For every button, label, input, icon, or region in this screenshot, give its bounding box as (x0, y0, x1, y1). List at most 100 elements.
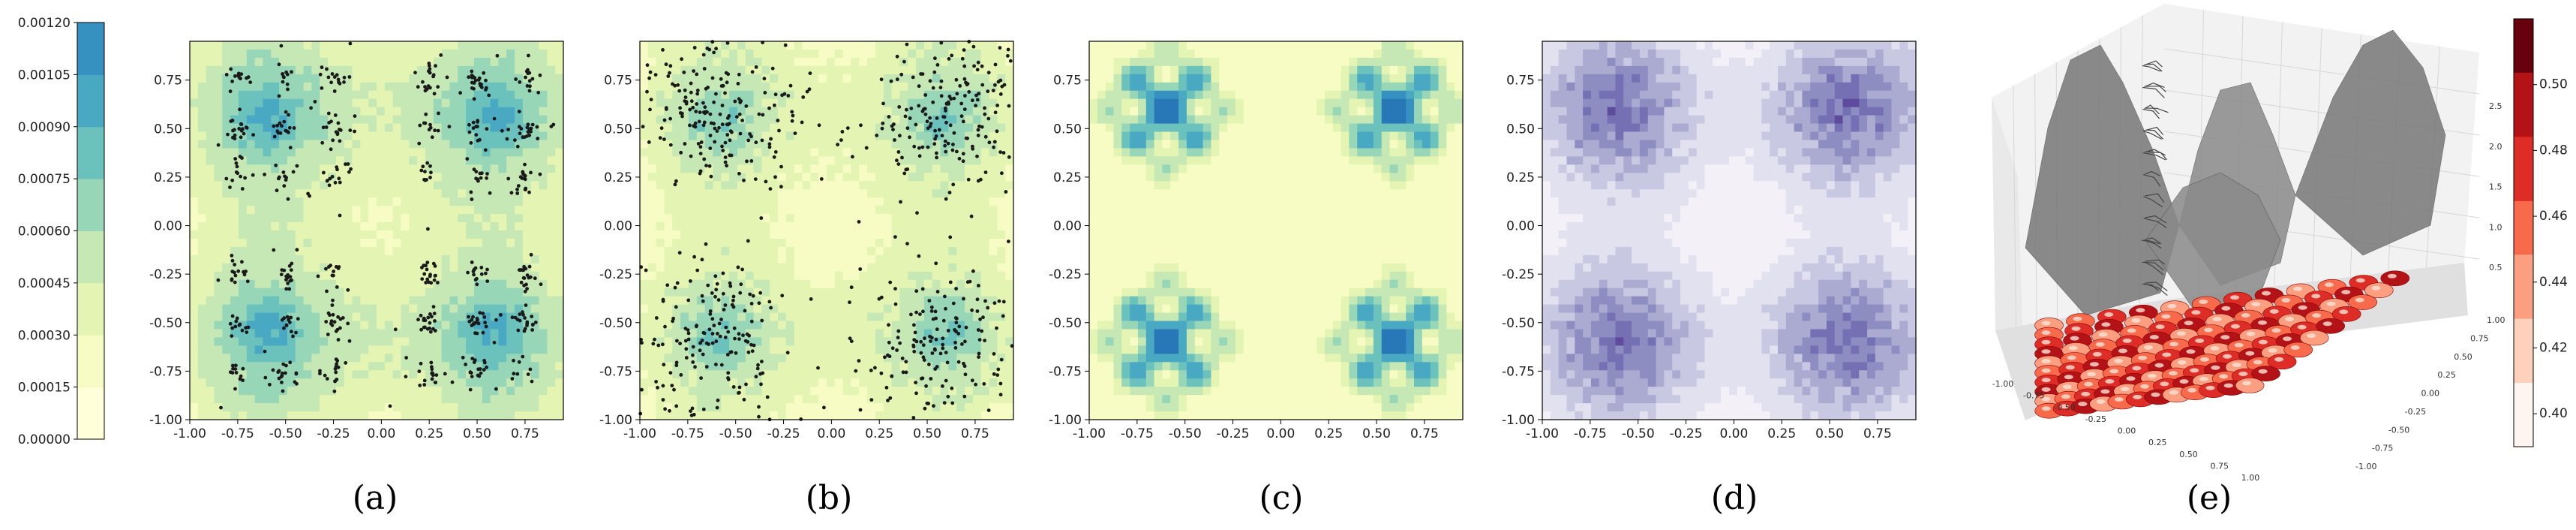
scatter-point (337, 176, 341, 181)
scatter-point (335, 73, 339, 77)
heatmap-cell (1005, 148, 1014, 157)
heatmap-cell (859, 337, 868, 346)
heatmap-cell (794, 263, 803, 273)
scatter-point (322, 170, 326, 175)
heatmap-cell (384, 49, 394, 59)
heatmap-cell (932, 49, 941, 59)
heatmap-cell (785, 362, 795, 371)
scatter-point (428, 274, 432, 279)
heatmap-cell (344, 246, 353, 256)
heatmap-cell (737, 41, 746, 50)
heatmap-cell (425, 107, 434, 116)
heatmap-cell (647, 296, 657, 306)
heatmap-cell (761, 173, 770, 182)
heatmap-cell (940, 57, 949, 67)
heatmap-cell (441, 140, 451, 149)
heatmap-cell (377, 246, 386, 256)
heatmap-cell (842, 90, 852, 100)
heatmap-cell (238, 164, 248, 173)
heatmap-cell (458, 214, 467, 223)
heatmap-cell (891, 362, 901, 371)
heatmap-cell (490, 254, 499, 264)
heatmap-cell (713, 321, 722, 330)
heatmap-cell (522, 254, 532, 264)
heatmap-cell (908, 271, 917, 281)
heatmap-cell (785, 214, 795, 223)
heatmap-cell (785, 230, 795, 239)
heatmap-cell (222, 288, 231, 297)
heatmap-cell (473, 173, 483, 182)
heatmap-cell (842, 345, 852, 354)
heatmap-cell (827, 189, 836, 198)
heatmap-cell (640, 65, 649, 75)
heatmap-cell (238, 411, 248, 420)
heatmap-cell (883, 156, 893, 165)
heatmap-cell (506, 90, 515, 100)
heatmap-cell (555, 57, 564, 67)
heatmap-cell (948, 222, 957, 231)
heatmap-cell (891, 263, 901, 273)
heatmap-cell (522, 329, 532, 339)
heatmap-cell (287, 403, 296, 412)
heatmap-cell (818, 304, 827, 314)
heatmap-cell (530, 378, 540, 387)
heatmap-cell (851, 140, 860, 149)
heatmap-cell (721, 123, 730, 133)
heatmap-cell (254, 82, 264, 92)
heatmap-cell (449, 387, 458, 396)
heatmap-cell (923, 49, 933, 59)
heatmap-cell (530, 246, 540, 256)
heatmap-cell (891, 57, 901, 67)
heatmap-cell (745, 181, 755, 190)
heatmap-cell (778, 189, 787, 198)
heatmap-cell (441, 362, 451, 371)
heatmap-cell (441, 304, 451, 314)
scatter-point (522, 267, 527, 271)
heatmap-cell (539, 131, 548, 141)
heatmap-cell (859, 279, 868, 289)
scatter-point (279, 44, 284, 48)
scatter-point (280, 381, 284, 384)
heatmap-cell (891, 304, 901, 314)
heatmap-cell (956, 74, 965, 83)
scatter-point (516, 184, 521, 188)
heatmap-cell (441, 156, 451, 165)
heatmap-cell (498, 230, 507, 239)
heatmap-cell (778, 98, 787, 108)
heatmap-cell (206, 362, 215, 371)
heatmap-cell (498, 279, 507, 289)
heatmap-cell (449, 321, 458, 330)
heatmap-cell (721, 254, 730, 264)
heatmap-cell (547, 131, 556, 141)
heatmap-cell (246, 403, 256, 412)
scatter-point (469, 141, 473, 145)
heatmap-cell (867, 403, 876, 412)
scatter-point (481, 312, 485, 315)
heatmap-cell (1005, 246, 1014, 256)
heatmap-cell (482, 131, 491, 141)
heatmap-cell (344, 238, 353, 248)
heatmap-cell (980, 206, 990, 215)
heatmap-cell (417, 271, 426, 281)
heatmap-cell (368, 90, 377, 100)
heatmap-cell (197, 90, 207, 100)
heatmap-cell (956, 131, 965, 141)
heatmap-cell (335, 57, 345, 67)
heatmap-cell (271, 321, 280, 330)
heatmap-cell (688, 74, 698, 83)
heatmap-cell (320, 41, 329, 50)
heatmap-cell (539, 57, 548, 67)
heatmap-cell (368, 362, 377, 371)
scatter-point (238, 107, 242, 112)
heatmap-cell (923, 156, 933, 165)
heatmap-cell (530, 189, 540, 198)
heatmap-cell (392, 378, 402, 387)
heatmap-cell (656, 263, 665, 273)
heatmap-cell (737, 378, 746, 387)
heatmap-cell (547, 312, 556, 322)
heatmap-cell (770, 329, 779, 339)
heatmap-cell (433, 271, 443, 281)
heatmap-cell (287, 49, 296, 59)
heatmap-cell (842, 189, 852, 198)
heatmap-cell (539, 222, 548, 231)
